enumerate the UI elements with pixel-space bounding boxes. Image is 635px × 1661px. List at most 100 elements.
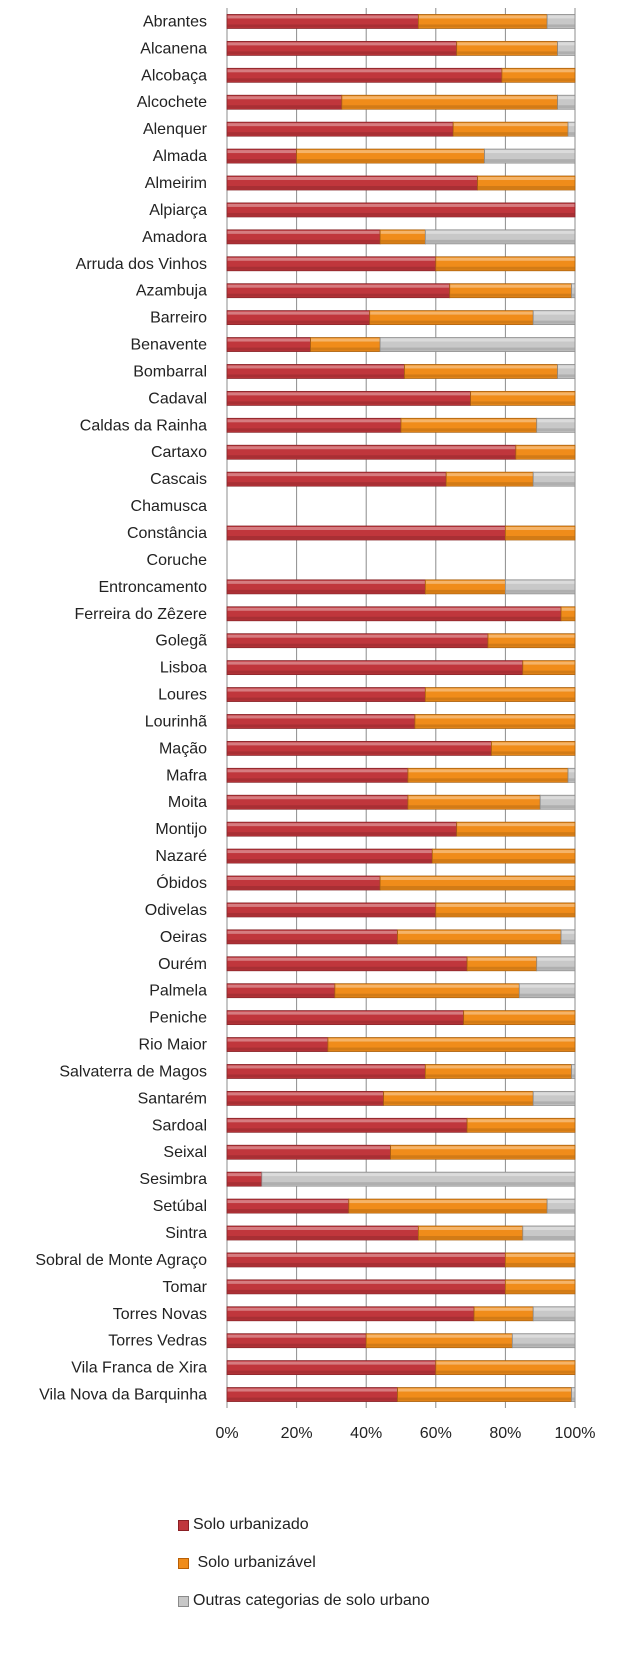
bar-segment: [532, 310, 576, 326]
bar-segment: [456, 40, 558, 56]
bars: [226, 14, 576, 1402]
category-label: Nazaré: [155, 848, 207, 865]
bar-segment: [261, 1171, 576, 1187]
bar-segment: [226, 687, 426, 702]
bar-segment: [226, 67, 503, 83]
bar-segment: [456, 821, 576, 837]
category-label: Alcanena: [140, 40, 207, 57]
category-label: Vila Nova da Barquinha: [39, 1387, 207, 1404]
bar-segment: [390, 1144, 576, 1160]
bar-segment: [504, 1279, 576, 1295]
bar-segment: [226, 1387, 398, 1402]
bar-segment: [334, 983, 520, 999]
bar-segment: [296, 148, 485, 164]
bar-segment: [557, 94, 576, 110]
bar-segment: [226, 256, 437, 272]
category-label: Arruda dos Vinhos: [76, 256, 207, 273]
bar-segment: [536, 956, 576, 972]
bar-segment: [226, 229, 381, 245]
category-label: Sesimbra: [139, 1171, 207, 1188]
bar-segment: [407, 794, 541, 810]
bar-segment: [226, 1010, 465, 1026]
bar-segment: [226, 1252, 506, 1268]
x-tick-labels: 0% 20% 40% 60% 80% 100%: [215, 1425, 595, 1442]
category-label: Benavente: [130, 337, 207, 354]
bar-segment: [341, 94, 558, 110]
category-label: Barreiro: [150, 310, 207, 327]
bar-segment: [226, 821, 458, 837]
category-label: Seixal: [163, 1144, 207, 1161]
bar-segment: [226, 121, 454, 137]
x-tick-label: 100%: [555, 1425, 596, 1442]
bar-segment: [470, 390, 576, 406]
category-label: Rio Maior: [139, 1037, 208, 1054]
bar-segment: [226, 1306, 475, 1322]
bar-segment: [491, 740, 576, 756]
category-label: Setúbal: [153, 1198, 207, 1215]
bar-segment: [226, 148, 297, 164]
category-label: Golegã: [155, 633, 207, 650]
bar-segment: [504, 579, 576, 595]
bar-segment: [404, 364, 559, 379]
bar-segment: [424, 579, 506, 595]
bar-segment: [466, 956, 538, 972]
category-label: Salvaterra de Magos: [59, 1063, 207, 1080]
bar-segment: [226, 337, 311, 352]
bar-segment: [424, 687, 576, 702]
bar-segment: [226, 1144, 391, 1160]
bar-segment: [226, 983, 336, 999]
bar-segment: [560, 606, 576, 622]
bar-segment: [226, 1117, 468, 1133]
bar-segment: [400, 417, 538, 433]
bar-segment: [431, 848, 576, 864]
bar-segment: [522, 1225, 576, 1241]
bar-segment: [226, 660, 524, 676]
bar-segment: [536, 417, 576, 433]
category-label: Loures: [158, 687, 207, 704]
x-tick-label: 60%: [420, 1425, 452, 1442]
bar-segment: [515, 444, 576, 460]
legend-swatch-solo-urbanizavel: [178, 1557, 189, 1569]
bar-segment: [226, 1037, 329, 1052]
category-label: Amadora: [142, 229, 207, 246]
category-label: Lisboa: [160, 660, 207, 677]
gridlines: [226, 8, 576, 1408]
legend-item-solo-urbanizavel: Solo urbanizável: [178, 1553, 430, 1573]
bar-segment: [557, 40, 576, 56]
bar-segment: [466, 1117, 576, 1133]
category-label: Torres Novas: [113, 1306, 207, 1323]
category-label: Odivelas: [145, 902, 207, 919]
bar-segment: [414, 714, 576, 729]
category-label: Lourinhã: [145, 713, 207, 730]
category-labels: Abrantes Alcanena Alcobaça Alcochete Alenque…: [35, 13, 207, 1403]
x-tick-label: 80%: [489, 1425, 521, 1442]
category-label: Sardoal: [152, 1117, 207, 1134]
category-label: Mação: [159, 740, 207, 757]
legend-swatch-solo-urbanizado: [178, 1519, 189, 1531]
bar-segment: [226, 794, 409, 810]
category-label: Tomar: [163, 1279, 208, 1296]
bar-segment: [226, 740, 492, 756]
bar-segment: [226, 848, 433, 864]
bar-segment: [435, 1360, 576, 1376]
category-label: Óbidos: [156, 873, 207, 892]
bar-segment: [546, 1198, 576, 1214]
bar-segment: [532, 1090, 576, 1106]
bar-segment: [226, 767, 409, 783]
bar-segment: [226, 1198, 350, 1214]
bar-segment: [226, 471, 447, 487]
category-label: Alcobaça: [141, 67, 207, 84]
bar-segment: [571, 1387, 576, 1402]
bar-segment: [226, 929, 398, 945]
category-label: Santarém: [138, 1090, 207, 1107]
bar-segment: [226, 1171, 263, 1187]
category-label: Constância: [127, 525, 207, 542]
bar-segment: [397, 929, 562, 945]
bar-segment: [407, 767, 569, 783]
category-label: Vila Franca de Xira: [71, 1360, 207, 1377]
bar-segment: [226, 579, 426, 595]
bar-segment: [511, 1333, 576, 1349]
bar-segment: [365, 1333, 513, 1349]
category-label: Alenquer: [143, 121, 208, 138]
category-label: Ourém: [158, 956, 207, 973]
